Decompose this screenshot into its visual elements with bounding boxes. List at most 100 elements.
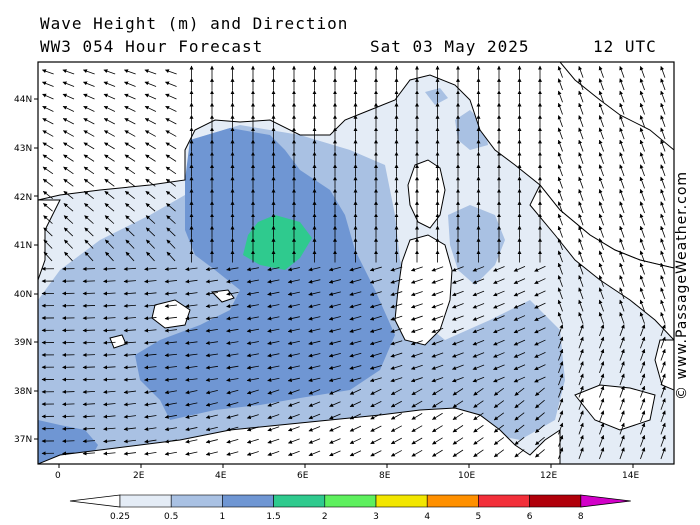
wave-arrow [619,250,625,263]
wave-arrow [619,422,625,435]
wave-arrow [185,414,198,419]
wave-arrow [557,262,563,275]
wave-arrow [103,266,116,271]
wave-arrow [557,115,563,127]
wave-arrow [557,250,563,263]
wave-arrow [619,139,625,152]
wave-arrow [124,105,136,112]
wave-arrow [390,400,402,408]
wave-arrow [82,340,96,345]
wave-arrow [640,447,646,460]
wave-arrow [329,413,341,420]
wave-arrow [146,239,155,249]
wave-arrow [63,166,74,175]
wave-arrow [369,365,382,370]
wave-direction-arrows [41,65,666,460]
wave-arrow [246,365,259,370]
wave-arrow [166,239,176,249]
wave-arrow [82,279,96,284]
wave-arrow [640,324,646,337]
wave-arrow [246,328,259,333]
wave-arrow [349,291,362,296]
wave-arrow [369,352,382,358]
wave-arrow [411,425,423,433]
wave-arrow [83,93,95,100]
wave-arrow [62,105,75,112]
wave-arrow [164,414,177,419]
wave-arrow [82,69,95,75]
wave-arrow [123,291,137,296]
wave-arrow [328,303,341,309]
wave-arrow [103,426,116,431]
wave-arrow [267,438,280,444]
wave-arrow [639,139,645,152]
legend-colorbar: 0.25 0.5 1 1.5 2 3 4 5 6 8 [69,494,631,522]
wave-arrow [473,437,484,445]
wave-arrow [598,238,604,250]
wave-arrow [619,275,625,287]
wave-arrow [390,377,403,383]
legend-swatch [426,494,479,508]
wave-arrow [226,304,239,309]
wave-arrow [84,251,94,262]
lon-label: 0 [55,471,61,481]
wave-arrow [84,203,94,212]
wave-arrow [535,399,545,409]
wave-arrow [144,291,157,296]
wave-arrow [328,328,341,333]
lon-label: 6E [297,471,309,481]
wave-arrow [103,365,116,370]
wave-arrow [123,365,137,370]
wave-arrow [598,65,604,78]
wave-arrow [619,348,625,361]
wave-arrow [660,213,666,226]
wave-arrow [514,400,525,409]
wave-arrow [578,127,584,140]
legend-max-arrow [580,494,631,508]
wave-arrow [349,401,362,408]
wave-arrow [493,278,505,284]
wave-arrow [145,190,156,200]
wave-arrow [144,130,156,137]
wave-arrow [164,439,177,444]
wave-arrow [123,316,137,321]
wave-arrow [535,387,545,396]
wave-arrow [619,410,625,423]
wave-arrow [578,287,584,300]
wave-arrow [619,324,625,337]
wave-arrow [329,401,341,407]
wave-arrow [165,154,177,162]
wave-arrow [534,265,546,272]
wave-arrow [578,115,584,127]
wave-arrow [598,213,604,226]
wave-arrow [472,364,485,370]
wave-arrow [82,328,96,333]
wave-arrow [267,389,280,395]
wave-arrow [619,201,625,214]
wave-arrow [246,353,259,358]
wave-arrow [103,105,116,112]
lon-label: 10E [458,471,475,481]
wave-arrow [328,266,341,272]
wave-arrow [144,105,157,112]
wave-arrow [349,450,362,457]
wave-arrow [267,450,280,456]
wave-arrow [246,377,259,382]
wave-arrow [144,340,157,345]
wave-arrow [619,90,625,103]
wave-arrow [513,339,526,346]
wave-arrow [493,449,505,458]
wave-arrow [166,215,176,224]
wave-arrow [639,250,645,263]
wave-arrow [103,439,116,444]
wave-arrow [123,390,137,395]
wave-arrow [411,449,423,457]
wave-arrow [472,266,485,272]
land-spain [38,199,61,281]
wave-arrow [639,102,645,115]
wave-arrow [103,377,116,382]
wave-arrow [62,69,75,75]
wave-arrow [144,118,157,125]
lon-label: 8E [379,471,391,481]
wave-arrow [205,426,218,432]
